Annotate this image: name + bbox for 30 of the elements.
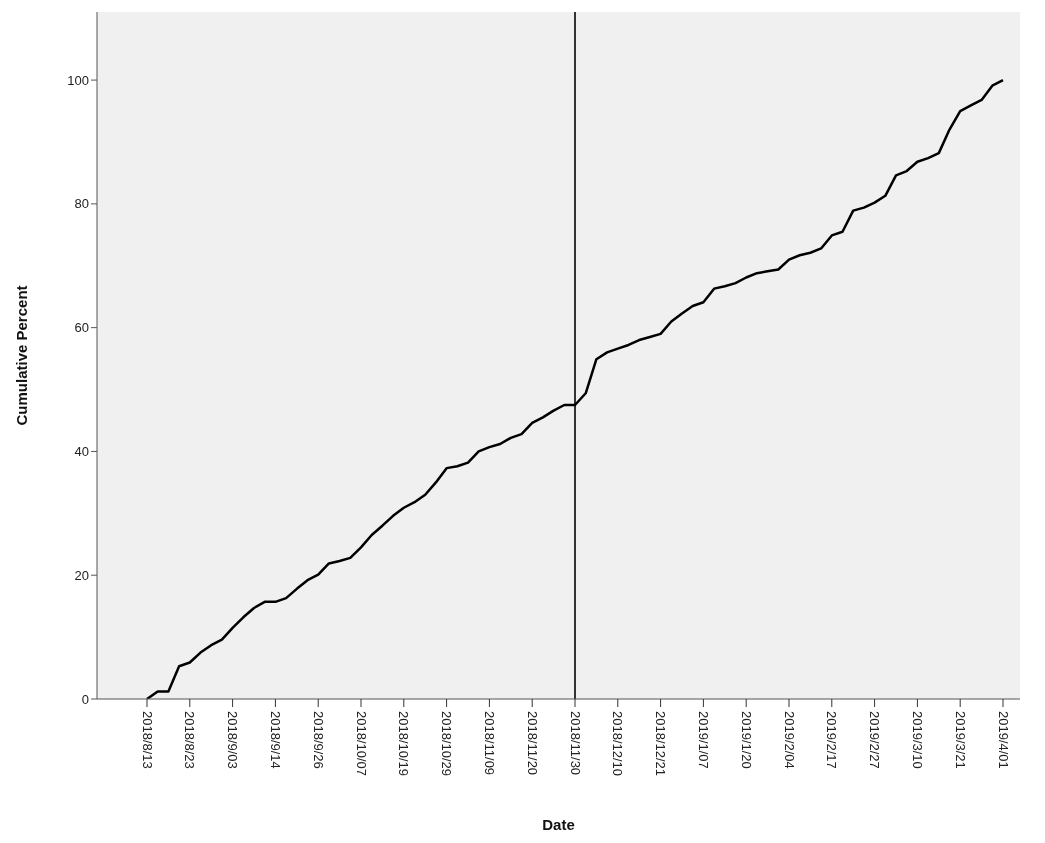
y-tick-label: 60: [74, 320, 89, 336]
x-tick-label: 2018/9/26: [310, 711, 326, 769]
x-tick-label: 2018/8/23: [182, 711, 198, 769]
x-tick-label: 2018/12/10: [610, 711, 626, 777]
x-tick-label: 2019/1/20: [738, 711, 754, 769]
y-tick-label: 40: [74, 444, 89, 460]
x-tick-label: 2018/9/03: [225, 711, 241, 769]
x-tick-label: 2019/2/17: [824, 711, 840, 769]
x-tick-label: 2019/2/27: [867, 711, 883, 769]
x-tick-label: 2018/11/09: [481, 711, 497, 776]
x-tick-label: 2019/4/01: [995, 711, 1011, 769]
x-tick-label: 2018/11/20: [524, 711, 540, 776]
y-tick-label: 20: [74, 567, 89, 583]
y-tick-label: 0: [81, 691, 89, 707]
x-tick-label: 2018/10/19: [396, 711, 412, 777]
x-tick-label: 2018/8/13: [139, 711, 155, 769]
x-tick-label: 2019/3/21: [952, 711, 968, 769]
x-tick-label: 2018/12/21: [653, 711, 669, 777]
x-tick-label: 2018/9/14: [267, 711, 283, 769]
x-axis-title: Date: [542, 816, 575, 833]
y-tick-label: 100: [67, 72, 89, 88]
x-tick-label: 2019/3/10: [909, 711, 925, 769]
x-tick-label: 2018/11/30: [567, 711, 583, 776]
x-tick-label: 2018/10/29: [439, 711, 455, 777]
x-tick-label: 2019/2/04: [781, 711, 797, 769]
y-tick-label: 80: [74, 196, 89, 212]
x-tick-label: 2019/1/07: [695, 711, 711, 769]
x-tick-label: 2018/10/07: [353, 711, 369, 777]
line-series: [145, 78, 1005, 699]
y-axis-title: Cumulative Percent: [13, 285, 31, 426]
